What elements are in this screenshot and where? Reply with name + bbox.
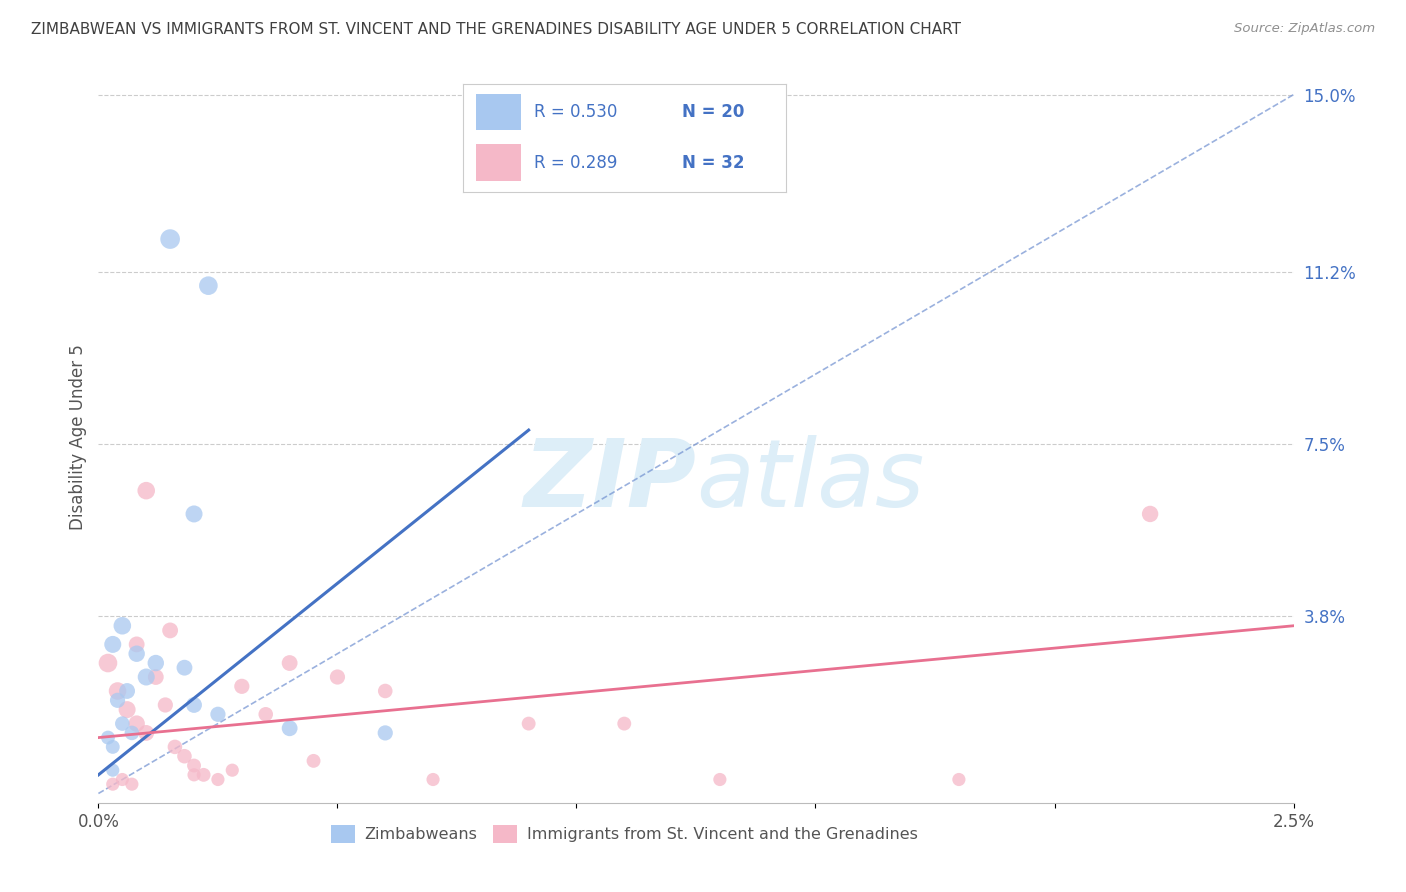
Point [197,278,219,293]
Point [1139,507,1161,521]
Point [101,763,124,777]
Text: ZIP: ZIP [523,435,696,527]
Y-axis label: Disability Age Under 5: Disability Age Under 5 [69,344,87,530]
Point [948,772,970,787]
Text: ZIMBABWEAN VS IMMIGRANTS FROM ST. VINCENT AND THE GRENADINES DISABILITY AGE UNDE: ZIMBABWEAN VS IMMIGRANTS FROM ST. VINCEN… [31,22,960,37]
Point [111,772,134,787]
Point [101,739,124,754]
Point [135,483,157,498]
Point [278,656,301,670]
Point [115,703,138,717]
Point [107,693,129,707]
Point [173,661,195,675]
Point [97,731,120,745]
Text: atlas: atlas [696,435,924,526]
Point [121,777,143,791]
Point [107,684,129,698]
Point [163,739,186,754]
Point [374,726,396,740]
Legend: Zimbabweans, Immigrants from St. Vincent and the Grenadines: Zimbabweans, Immigrants from St. Vincent… [325,819,924,850]
Point [115,684,138,698]
Point [125,647,148,661]
Point [155,698,177,712]
Point [207,707,229,722]
Point [231,679,253,693]
Point [183,768,205,782]
Point [326,670,349,684]
Point [709,772,731,787]
Point [254,707,277,722]
Point [422,772,444,787]
Point [111,716,134,731]
Text: Source: ZipAtlas.com: Source: ZipAtlas.com [1234,22,1375,36]
Point [135,670,157,684]
Point [159,624,181,638]
Point [302,754,325,768]
Point [517,716,540,731]
Point [207,772,229,787]
Point [221,763,243,777]
Point [125,716,148,731]
Point [111,619,134,633]
Point [101,777,124,791]
Point [173,749,195,764]
Point [97,656,120,670]
Point [125,637,148,651]
Point [159,232,181,246]
Point [193,768,215,782]
Point [121,726,143,740]
Point [101,637,124,651]
Point [145,656,167,670]
Point [613,716,636,731]
Point [374,684,396,698]
Point [278,721,301,735]
Point [145,670,167,684]
Point [135,726,157,740]
Point [183,507,205,521]
Point [183,698,205,712]
Point [183,758,205,772]
